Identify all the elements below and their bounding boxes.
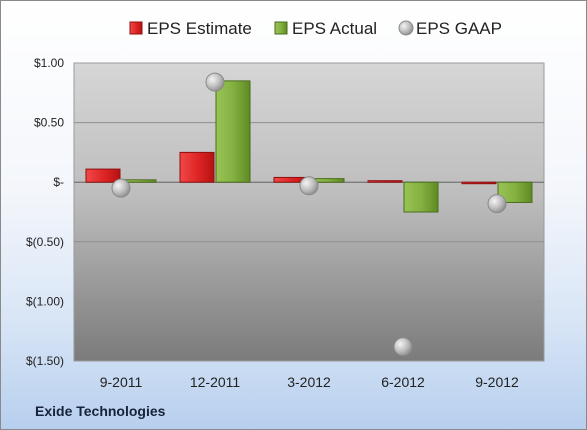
x-tick-label: 9-2012 bbox=[475, 374, 519, 390]
eps-gaap-point bbox=[487, 194, 507, 214]
legend-swatch-gaap bbox=[398, 20, 414, 36]
x-axis-labels: 9-2011 12-2011 3-2012 6-2012 9-2012 bbox=[100, 374, 519, 390]
eps-gaap-point bbox=[111, 178, 131, 198]
eps-gaap-point bbox=[393, 337, 413, 357]
eps-gaap-point bbox=[205, 72, 225, 92]
plot-area bbox=[73, 62, 545, 362]
y-tick-label: $(0.50) bbox=[26, 235, 64, 249]
y-axis-labels: $1.00 $0.50 $- $(0.50) $(1.00) $(1.50) bbox=[26, 56, 64, 368]
eps-estimate-bar bbox=[461, 181, 497, 185]
eps-actual-bar bbox=[215, 80, 251, 183]
eps-actual-bar bbox=[497, 181, 533, 203]
y-tick-label: $(1.50) bbox=[26, 354, 64, 368]
y-tick-label: $0.50 bbox=[34, 116, 64, 130]
eps-actual-bar bbox=[403, 181, 439, 213]
x-tick-label: 12-2011 bbox=[190, 374, 241, 390]
eps-estimate-bar bbox=[367, 180, 403, 183]
eps-estimate-bar bbox=[85, 168, 121, 183]
legend-label: EPS GAAP bbox=[416, 19, 502, 38]
eps-estimate-bar bbox=[179, 151, 215, 183]
x-tick-label: 6-2012 bbox=[381, 374, 425, 390]
bars bbox=[85, 80, 533, 213]
legend-label: EPS Actual bbox=[292, 19, 377, 38]
legend-swatch-actual bbox=[274, 21, 288, 35]
y-tick-label: $(1.00) bbox=[26, 294, 64, 308]
x-tick-label: 9-2011 bbox=[100, 374, 143, 390]
legend-swatch-estimate bbox=[129, 21, 143, 35]
legend: EPS Estimate EPS Actual EPS GAAP bbox=[129, 19, 502, 38]
y-tick-label: $1.00 bbox=[34, 56, 64, 70]
legend-label: EPS Estimate bbox=[147, 19, 252, 38]
eps-gaap-point bbox=[299, 176, 319, 196]
x-tick-label: 3-2012 bbox=[287, 374, 331, 390]
company-label: Exide Technologies bbox=[35, 403, 166, 419]
y-tick-label: $- bbox=[53, 175, 64, 189]
gaap-points bbox=[111, 72, 507, 357]
